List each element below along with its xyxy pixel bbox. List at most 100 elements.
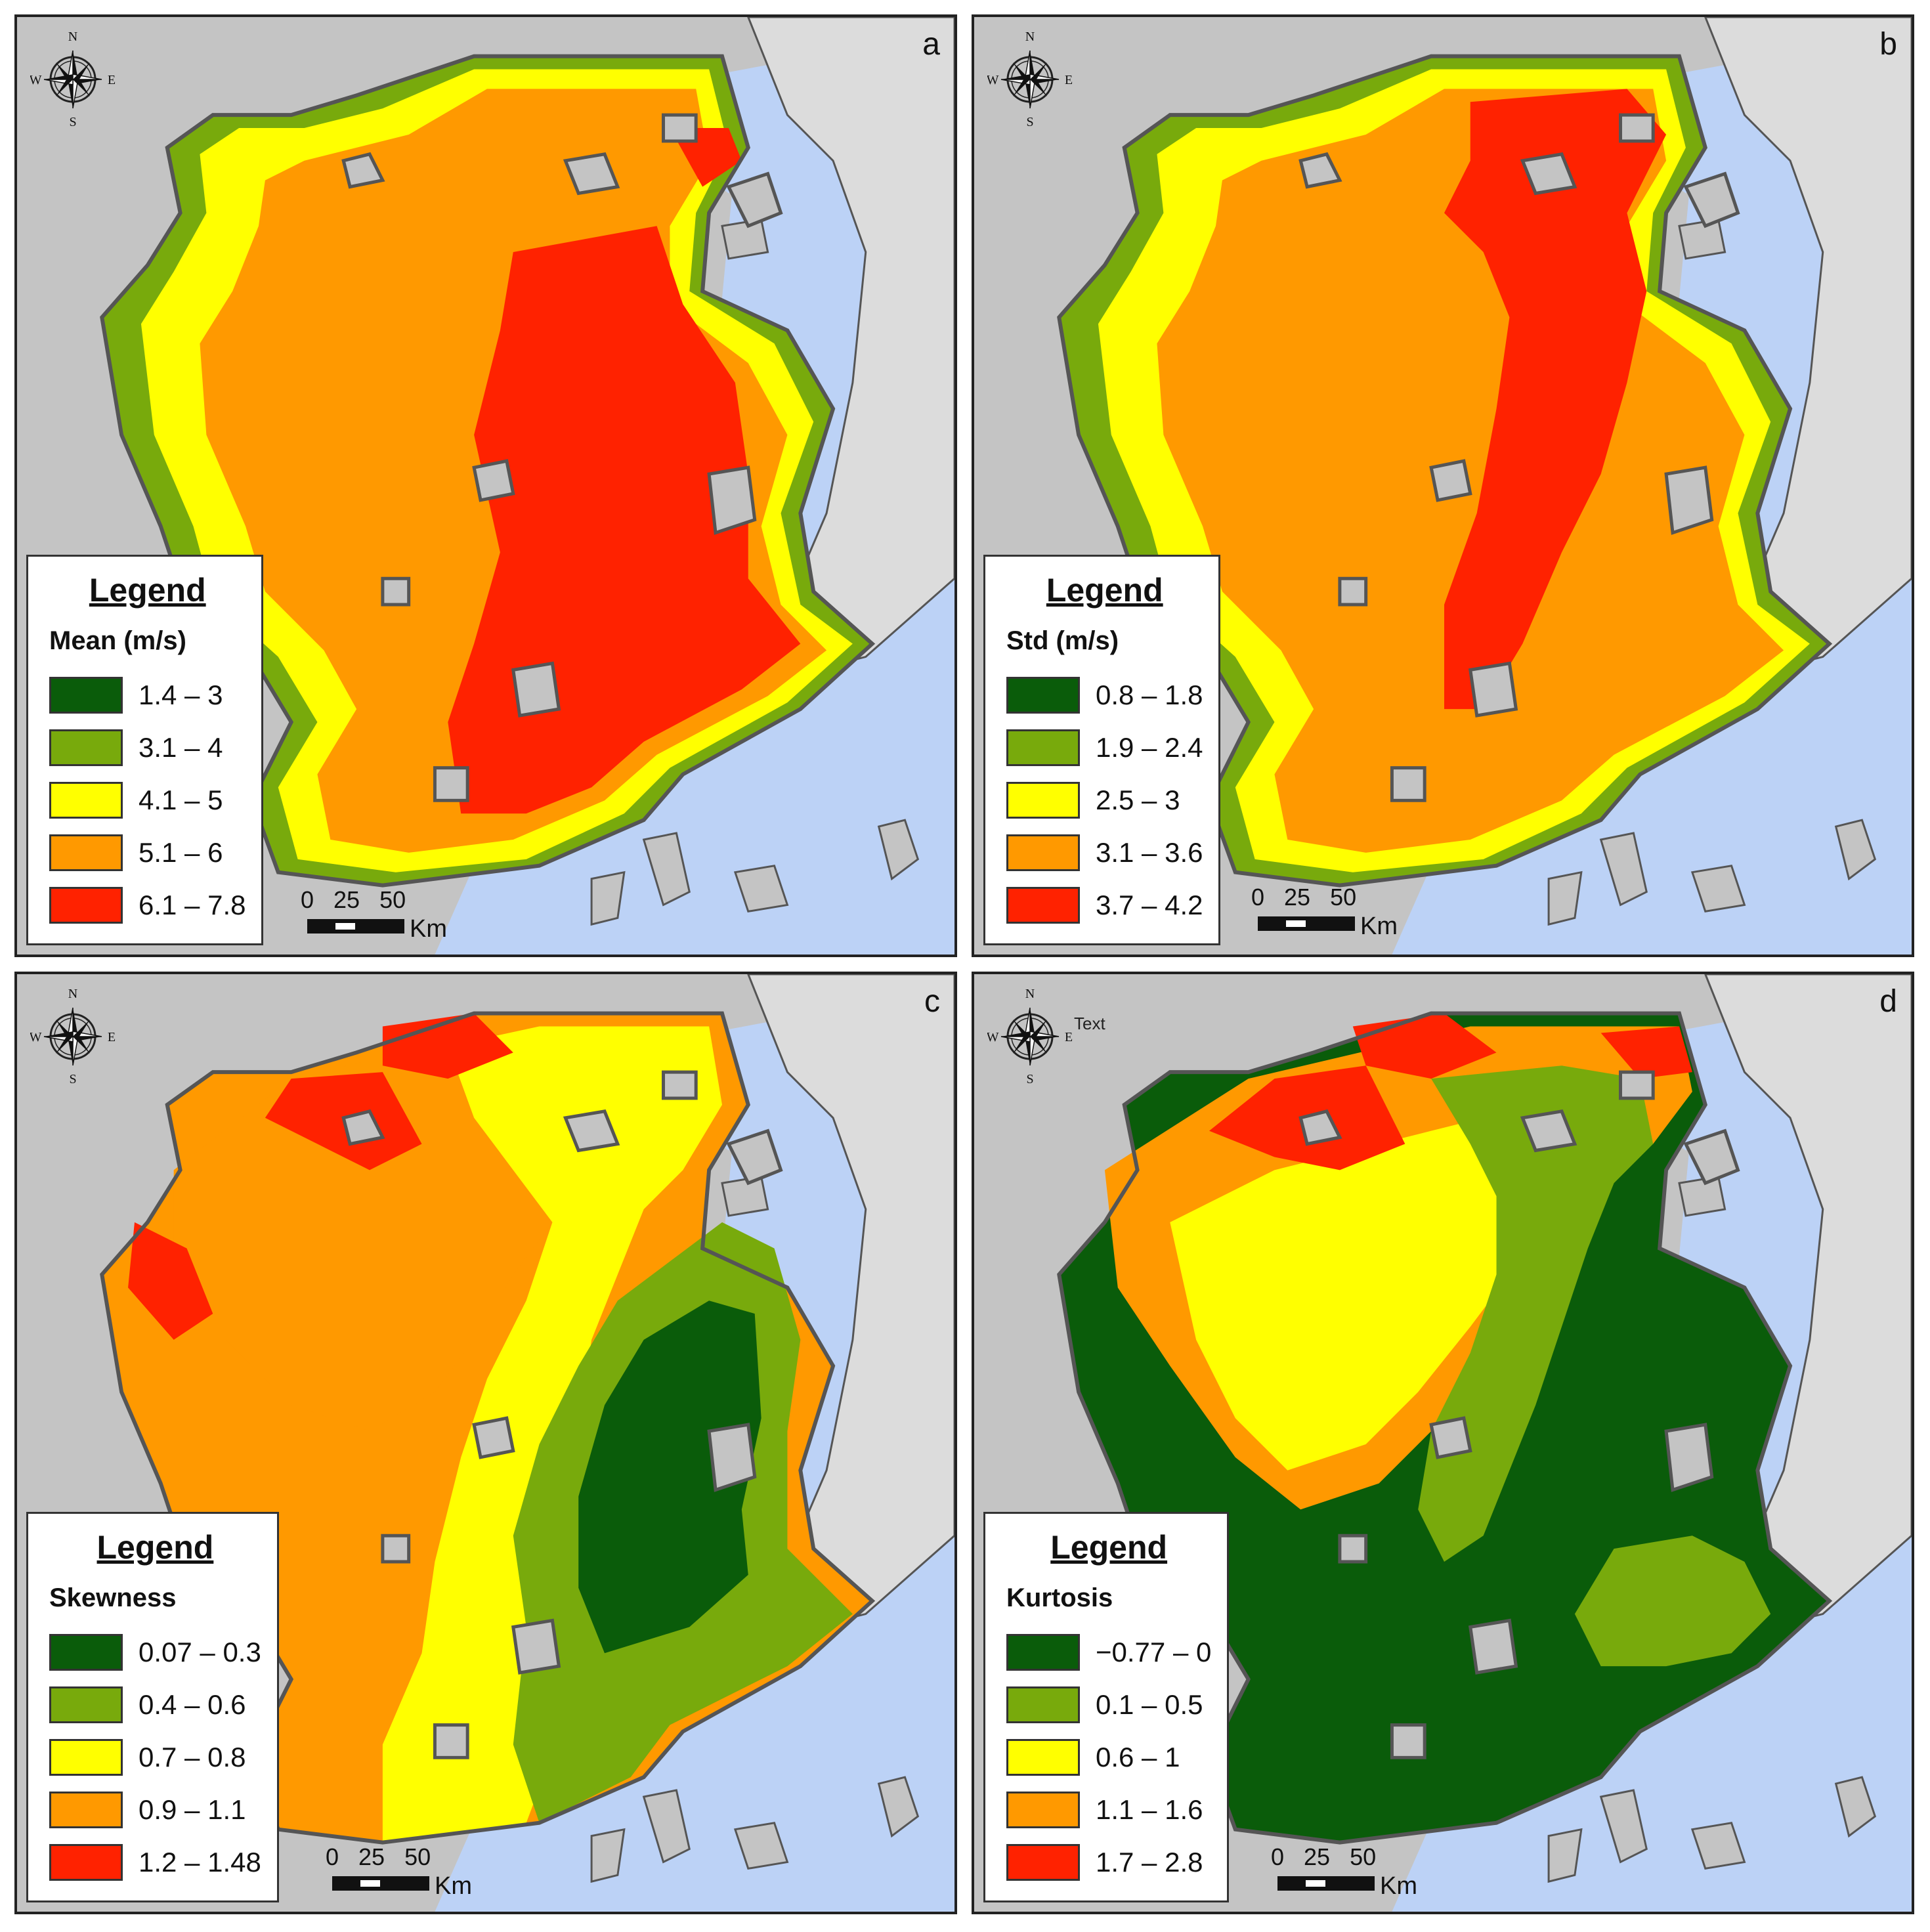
- legend-swatch: [1006, 729, 1080, 766]
- legend-label: 3.1 – 3.6: [1096, 837, 1203, 868]
- legend-item: 0.9 – 1.1: [49, 1784, 261, 1836]
- legend-variable: Mean (m/s): [49, 626, 186, 655]
- legend-item: 0.4 – 0.6: [49, 1679, 261, 1731]
- legend-label: 1.1 – 1.6: [1096, 1794, 1203, 1825]
- legend-label: 0.8 – 1.8: [1096, 679, 1203, 710]
- legend-label: 1.7 – 2.8: [1096, 1847, 1203, 1878]
- svg-text:S: S: [69, 115, 76, 129]
- legend-item: 0.7 – 0.8: [49, 1731, 261, 1784]
- scale-ticks: 0 25 50: [1271, 1843, 1377, 1870]
- legend-item: 5.1 – 6: [49, 826, 246, 879]
- legend-swatch: [49, 834, 123, 871]
- compass-rose-icon: N S W E: [987, 30, 1073, 129]
- legend-swatch: [49, 677, 123, 714]
- legend-item: 1.9 – 2.4: [1006, 721, 1203, 774]
- legend-label: 0.6 – 1: [1096, 1742, 1180, 1772]
- svg-text:N: N: [68, 987, 77, 1001]
- legend-swatch: [1006, 782, 1080, 819]
- svg-text:S: S: [69, 1072, 76, 1086]
- legend-item: 4.1 – 5: [49, 774, 246, 826]
- legend-item: 0.07 – 0.3: [49, 1626, 261, 1679]
- legend-box: Legend Std (m/s) 0.8 – 1.8 1.9 – 2.4 2.5…: [983, 555, 1221, 945]
- scale-bar-graphic: [332, 1876, 429, 1891]
- legend-swatch: [1006, 677, 1080, 714]
- legend-label: 1.9 – 2.4: [1096, 732, 1203, 763]
- svg-text:W: W: [30, 73, 42, 87]
- legend-swatch: [1006, 834, 1080, 871]
- scale-bar: 0 25 50 Km: [326, 1843, 477, 1902]
- legend-title: Legend: [1050, 1529, 1168, 1566]
- compass-text-label: Text: [1074, 1014, 1105, 1033]
- legend-variable: Skewness: [49, 1583, 177, 1612]
- panel-letter: c: [924, 984, 940, 1019]
- legend-item: 1.7 – 2.8: [1006, 1836, 1211, 1889]
- legend-label: −0.77 – 0: [1096, 1637, 1212, 1667]
- svg-text:W: W: [987, 1030, 999, 1044]
- svg-text:N: N: [1025, 30, 1035, 44]
- legend-label: 0.07 – 0.3: [139, 1637, 261, 1667]
- legend-label: 0.1 – 0.5: [1096, 1689, 1203, 1720]
- legend-title: Legend: [96, 1529, 214, 1566]
- svg-text:S: S: [1026, 1072, 1033, 1086]
- legend-label: 3.1 – 4: [139, 732, 223, 763]
- legend-item: 6.1 – 7.8: [49, 879, 246, 932]
- scale-ticks: 0 25 50: [326, 1843, 431, 1870]
- map-panel-a: N S W E a Legend Mean (m/s) 1.4 – 3 3.1 – 4…: [14, 14, 957, 957]
- legend-title: Legend: [1046, 572, 1163, 609]
- scale-unit: Km: [1360, 912, 1398, 940]
- scale-bar-graphic: [307, 919, 404, 934]
- compass-rose-icon: N S W E: [30, 987, 116, 1086]
- panel-letter: a: [922, 27, 940, 62]
- scale-ticks: 0 25 50: [301, 886, 406, 913]
- svg-text:N: N: [1025, 987, 1035, 1001]
- legend-box: Legend Mean (m/s) 1.4 – 3 3.1 – 4 4.1 – …: [26, 555, 264, 945]
- legend-swatch: [49, 1792, 123, 1828]
- svg-text:E: E: [1065, 73, 1073, 87]
- legend-item: 3.7 – 4.2: [1006, 879, 1203, 932]
- legend-label: 1.2 – 1.48: [139, 1847, 261, 1878]
- legend-item: 3.1 – 3.6: [1006, 826, 1203, 879]
- scale-unit: Km: [1380, 1872, 1417, 1900]
- legend-box: Legend Skewness 0.07 – 0.3 0.4 – 0.6 0.7…: [26, 1512, 279, 1902]
- map-panel-c: N S W E c Legend Skewness 0.07 – 0.3 0.4 – …: [14, 972, 957, 1914]
- legend-item: 3.1 – 4: [49, 721, 246, 774]
- legend-label: 0.4 – 0.6: [139, 1689, 246, 1720]
- legend-label: 0.7 – 0.8: [139, 1742, 246, 1772]
- legend-item: 2.5 – 3: [1006, 774, 1203, 826]
- legend-item: 1.1 – 1.6: [1006, 1784, 1211, 1836]
- legend-item: 1.2 – 1.48: [49, 1836, 261, 1889]
- legend-title: Legend: [89, 572, 206, 609]
- compass-rose-icon: N S W E: [987, 987, 1073, 1086]
- legend-label: 0.9 – 1.1: [139, 1794, 246, 1825]
- legend-swatch: [49, 1739, 123, 1776]
- legend-item: 1.4 – 3: [49, 669, 246, 721]
- legend-swatch: [1006, 1634, 1080, 1671]
- scale-bar: 0 25 50 Km: [301, 886, 452, 945]
- map-canvas: [974, 974, 1912, 1912]
- legend-box: Legend Kurtosis −0.77 – 0 0.1 – 0.5 0.6 …: [983, 1512, 1230, 1902]
- scale-bar-graphic: [1258, 916, 1355, 931]
- scale-bar-graphic: [1277, 1876, 1375, 1891]
- legend-label: 6.1 – 7.8: [139, 890, 246, 920]
- legend-swatch: [49, 729, 123, 766]
- legend-item: 0.8 – 1.8: [1006, 669, 1203, 721]
- svg-text:S: S: [1026, 115, 1033, 129]
- panel-letter: d: [1879, 984, 1897, 1019]
- legend-label: 5.1 – 6: [139, 837, 223, 868]
- map-panel-d: N S W E Text d Legend Kurtosis −0.77 – 0 0.…: [972, 972, 1914, 1914]
- svg-text:E: E: [108, 1030, 116, 1044]
- legend-item: −0.77 – 0: [1006, 1626, 1211, 1679]
- compass-rose-icon: N S W E: [30, 30, 116, 129]
- scale-unit: Km: [435, 1872, 472, 1900]
- scale-bar: 0 25 50 Km: [1271, 1843, 1422, 1902]
- svg-text:W: W: [987, 73, 999, 87]
- panel-letter: b: [1879, 27, 1897, 62]
- legend-label: 1.4 – 3: [139, 679, 223, 710]
- scale-ticks: 0 25 50: [1251, 884, 1357, 911]
- scale-bar: 0 25 50 Km: [1251, 884, 1402, 943]
- legend-swatch: [49, 1686, 123, 1723]
- svg-text:E: E: [1065, 1030, 1073, 1044]
- legend-variable: Std (m/s): [1006, 626, 1119, 655]
- legend-label: 3.7 – 4.2: [1096, 890, 1203, 920]
- legend-swatch: [49, 1634, 123, 1671]
